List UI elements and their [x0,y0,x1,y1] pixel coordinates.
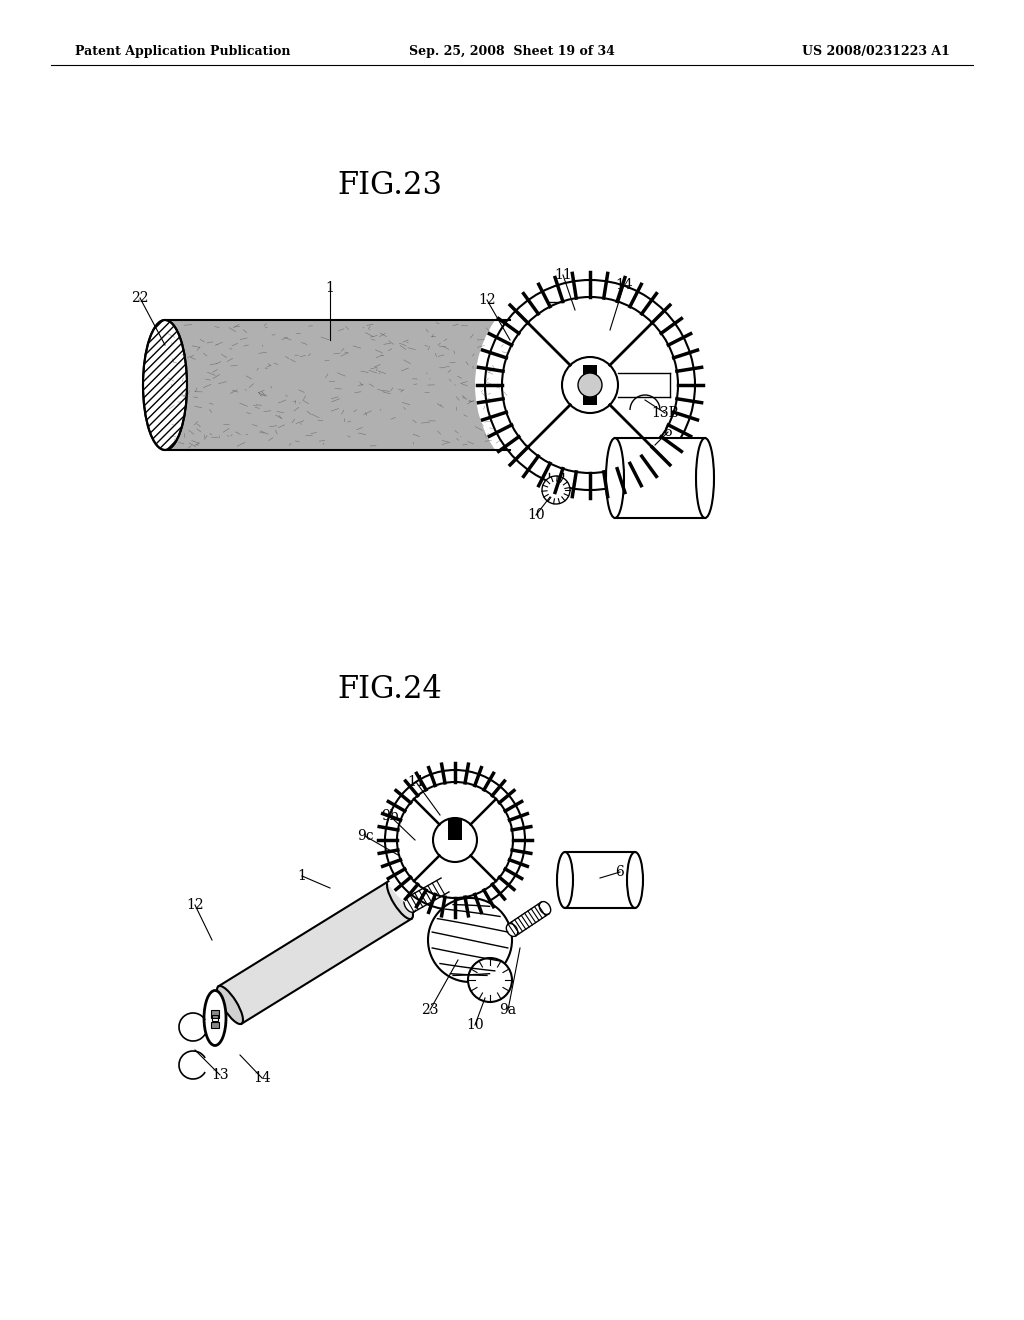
Circle shape [502,297,678,473]
Polygon shape [565,851,635,908]
Text: Sep. 25, 2008  Sheet 19 of 34: Sep. 25, 2008 Sheet 19 of 34 [409,45,615,58]
Ellipse shape [627,851,643,908]
Circle shape [542,477,570,504]
Text: 1: 1 [298,869,306,883]
Circle shape [433,818,477,862]
Circle shape [375,760,535,920]
Circle shape [562,356,618,413]
Text: 11: 11 [408,775,425,789]
Polygon shape [218,882,412,1024]
Ellipse shape [439,878,451,892]
Text: Patent Application Publication: Patent Application Publication [75,45,291,58]
Text: 23: 23 [421,1003,438,1016]
Text: 14: 14 [615,279,633,292]
Circle shape [428,898,512,982]
Text: 11: 11 [554,268,571,282]
Bar [212,1015,218,1020]
Ellipse shape [557,851,573,908]
Text: 10: 10 [527,508,545,521]
Text: 9c: 9c [356,829,374,843]
Ellipse shape [204,990,226,1045]
Bar [211,1022,219,1028]
Text: 22: 22 [131,290,148,305]
Text: 10: 10 [466,1018,483,1032]
Bar [449,818,462,840]
Text: 6: 6 [664,425,673,440]
Bar [211,1010,219,1018]
Ellipse shape [696,438,714,517]
Circle shape [468,958,512,1002]
Circle shape [475,271,705,500]
Text: 9a: 9a [500,1003,516,1016]
Text: 6: 6 [615,865,625,879]
Text: US 2008/0231223 A1: US 2008/0231223 A1 [802,45,950,58]
Text: 12: 12 [186,898,204,912]
Text: 1: 1 [326,281,335,294]
Bar [583,366,597,405]
Text: 9b: 9b [381,809,398,822]
Circle shape [397,781,513,898]
Ellipse shape [606,438,624,517]
Ellipse shape [217,986,243,1024]
Text: 13: 13 [211,1068,228,1082]
Ellipse shape [540,902,551,915]
Text: FIG.24: FIG.24 [338,675,442,705]
Ellipse shape [143,319,187,450]
Circle shape [578,374,602,397]
Ellipse shape [387,880,413,919]
Text: FIG.23: FIG.23 [338,169,442,201]
Text: 12: 12 [478,293,496,308]
Text: 14: 14 [253,1071,271,1085]
Polygon shape [615,438,705,517]
Ellipse shape [494,319,526,450]
Ellipse shape [506,924,518,936]
Text: 13B: 13B [651,407,679,420]
Polygon shape [165,319,510,450]
Ellipse shape [404,898,416,912]
